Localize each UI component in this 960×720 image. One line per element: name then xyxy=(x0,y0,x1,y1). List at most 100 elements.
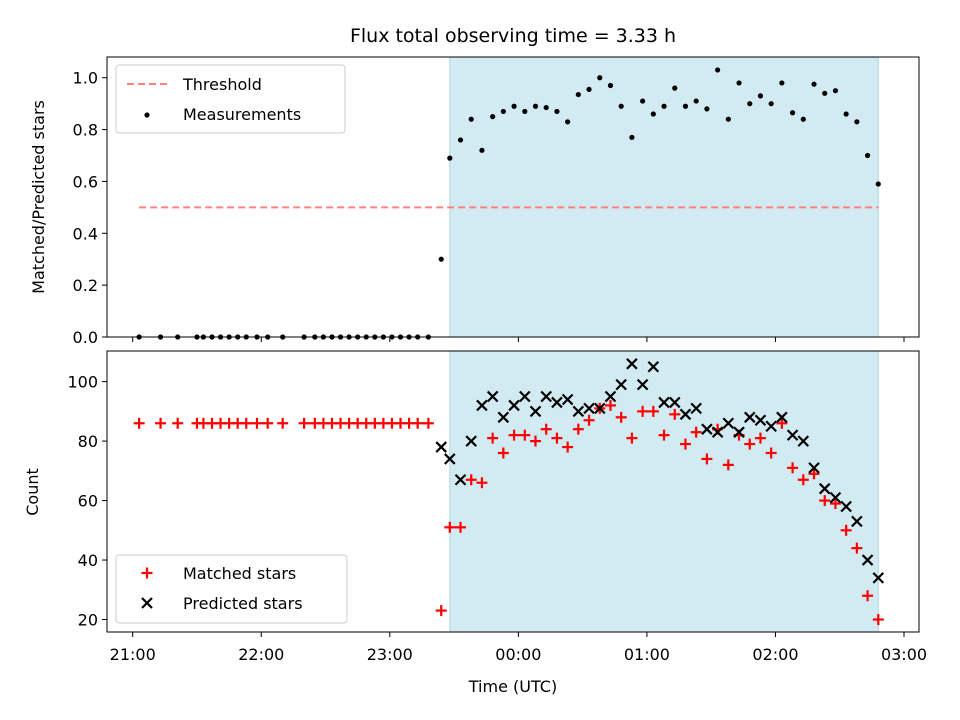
matched-star-point xyxy=(722,459,734,471)
y-tick-label: 1.0 xyxy=(73,69,98,88)
predicted-star-point xyxy=(690,402,702,415)
predicted-star-point xyxy=(604,390,617,403)
matched-star-point xyxy=(540,423,552,435)
measurement-point xyxy=(575,91,581,98)
measurement-point xyxy=(457,137,464,143)
measurement-point xyxy=(843,111,849,117)
measurement-point xyxy=(875,181,881,187)
predicted-star-point xyxy=(486,390,499,403)
y-tick-label: 100 xyxy=(67,373,98,392)
matched-star-point xyxy=(797,474,809,486)
predicted-star-point xyxy=(435,441,448,453)
matched-star-point xyxy=(529,435,541,447)
predicted-star-point xyxy=(808,462,820,474)
y-tick-label: 0.4 xyxy=(73,224,98,243)
predicted-star-point xyxy=(829,491,842,504)
matched-star-point xyxy=(240,417,252,429)
matched-star-point xyxy=(476,477,488,489)
matched-star-point xyxy=(862,590,874,602)
measurement-point xyxy=(640,98,646,104)
chart-title: Flux total observing time = 3.33 h xyxy=(350,25,676,47)
matched-star-point xyxy=(172,417,184,429)
measurement-point xyxy=(811,81,817,87)
measurement-point xyxy=(779,80,785,86)
matched-star-point xyxy=(444,521,456,533)
matched-star-point xyxy=(412,417,424,429)
matched-star-point xyxy=(435,605,447,617)
matched-star-point xyxy=(776,417,788,429)
predicted-star-point xyxy=(722,417,735,430)
measurement-point xyxy=(586,86,592,93)
measurement-point xyxy=(565,119,571,125)
measurement-point xyxy=(747,101,753,107)
measurement-point xyxy=(832,88,839,94)
measurement-point xyxy=(757,93,764,99)
measurement-point xyxy=(490,114,496,120)
predicted-star-point xyxy=(551,396,563,409)
predicted-star-point xyxy=(647,360,660,373)
matched-star-point xyxy=(133,417,145,429)
matched-star-point xyxy=(819,495,831,507)
matched-star-point xyxy=(604,399,616,411)
predicted-star-point xyxy=(476,399,488,412)
predicted-star-point xyxy=(840,500,852,513)
predicted-star-point xyxy=(529,405,542,418)
predicted-star-point xyxy=(872,572,885,584)
ratio-legend: Threshold Measurements xyxy=(115,64,346,134)
measurement-point xyxy=(554,108,560,115)
ratio-panel: 0.0 0.2 0.4 0.6 0.8 1.0 Matched/Predicted sta… xyxy=(29,56,920,347)
predicted-star-point xyxy=(776,411,788,424)
measurement-point xyxy=(597,75,603,81)
legend-predicted-label: Predicted stars xyxy=(183,594,303,613)
predicted-star-point xyxy=(519,390,531,403)
matched-star-point xyxy=(754,432,766,444)
predicted-star-point xyxy=(733,426,745,438)
x-tick-label: 02:00 xyxy=(752,645,798,664)
count-y-axis-label: Count xyxy=(23,468,42,516)
matched-star-point xyxy=(155,417,167,429)
matched-star-point xyxy=(690,426,702,438)
matched-star-point xyxy=(487,432,499,444)
legend-matched-label: Matched stars xyxy=(183,564,296,583)
matched-star-point xyxy=(465,474,477,486)
legend-predicted-swatch xyxy=(141,597,153,609)
measurement-point xyxy=(768,101,774,107)
measurement-point xyxy=(704,106,710,112)
predicted-star-point xyxy=(658,396,670,409)
matched-star-point xyxy=(637,405,649,417)
matched-star-point xyxy=(765,447,777,459)
matched-star-point xyxy=(298,417,310,429)
matched-star-point xyxy=(744,438,756,450)
x-axis-label: Time (UTC) xyxy=(468,677,557,696)
measurement-point xyxy=(789,110,796,116)
matched-star-point xyxy=(262,417,274,429)
measurement-point xyxy=(682,103,689,109)
legend-predicted-marker xyxy=(141,597,153,609)
matched-star-point xyxy=(277,417,289,429)
matched-star-point xyxy=(562,441,574,453)
measurement-point xyxy=(854,119,860,125)
predicted-star-point xyxy=(743,411,756,424)
ratio-y-axis-label: Matched/Predicted stars xyxy=(29,100,48,294)
count-panel: 20 40 60 80 100 21:00 22:00 23:00 00:00 01:00 02:… xyxy=(23,350,927,664)
measurement-point xyxy=(650,111,656,117)
matched-star-point xyxy=(497,447,509,459)
count-legend-box xyxy=(115,554,348,624)
measurement-point xyxy=(736,80,742,86)
measurement-point xyxy=(532,103,539,109)
predicted-star-point xyxy=(626,358,638,370)
y-tick-label: 0.8 xyxy=(73,121,98,140)
measurement-point xyxy=(468,116,474,122)
measurement-point xyxy=(438,256,444,262)
matched-star-point xyxy=(701,453,713,465)
x-tick-label: 23:00 xyxy=(367,645,413,664)
y-tick-label: 0.6 xyxy=(73,172,98,191)
predicted-star-point xyxy=(861,554,874,566)
measurement-point xyxy=(864,152,871,159)
legend-matched-marker xyxy=(141,567,153,579)
matched-star-point xyxy=(679,438,691,450)
x-tick-label: 03:00 xyxy=(881,645,927,664)
y-tick-label: 40 xyxy=(78,551,98,570)
ratio-legend-box xyxy=(115,64,346,134)
